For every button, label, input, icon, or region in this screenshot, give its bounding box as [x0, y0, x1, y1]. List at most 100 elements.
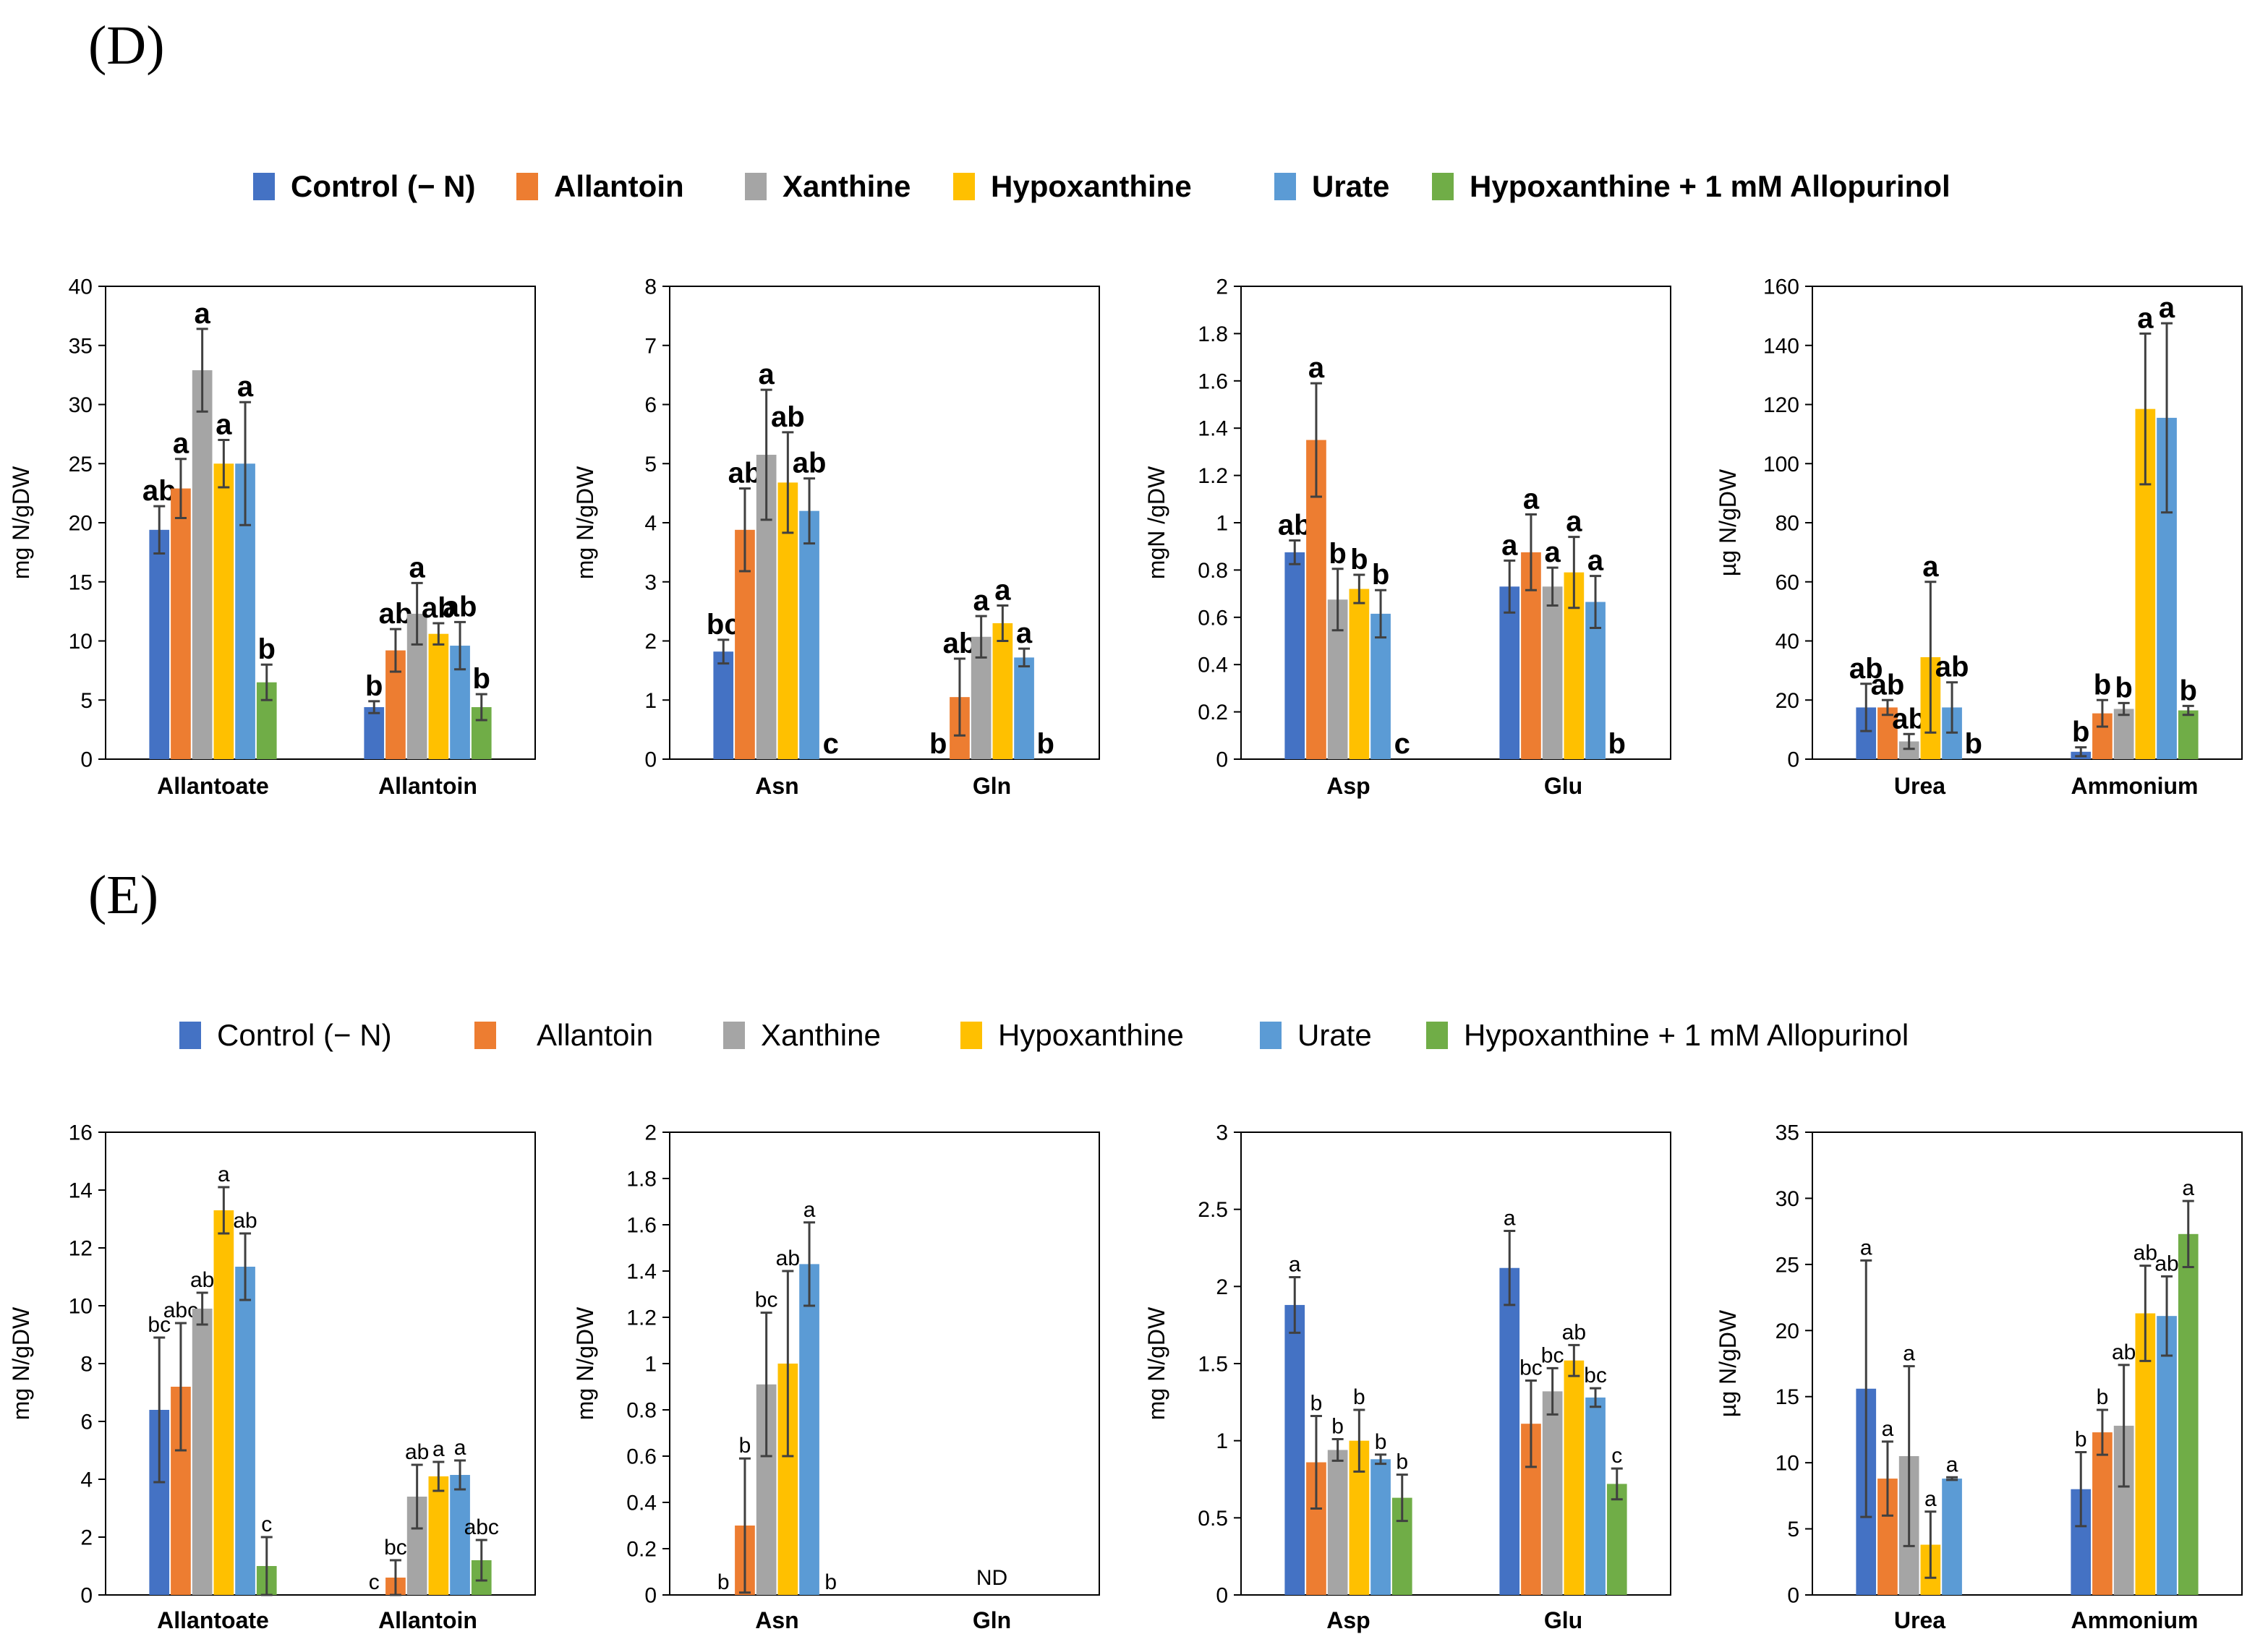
significance-letter: a	[1924, 1487, 1937, 1511]
significance-letter: a	[2182, 1176, 2194, 1200]
y-tick-label: 3	[1216, 1121, 1228, 1145]
significance-letter: a	[173, 428, 189, 460]
bar-urate-glu	[1585, 1397, 1606, 1595]
significance-letter: ab	[422, 592, 456, 624]
significance-letter: b	[1375, 1430, 1387, 1454]
y-tick-label: 40	[69, 275, 93, 299]
y-tick-label: 20	[1775, 689, 1799, 713]
legend-swatch-allantoin	[474, 1022, 496, 1049]
legend-swatch-xanthine	[723, 1022, 745, 1049]
y-tick-label: 0	[1216, 748, 1228, 772]
bar-xanthine-glu	[1542, 1391, 1563, 1595]
bar-control-n-asp	[1284, 552, 1305, 759]
legend-swatch-hypoxanthine	[953, 173, 975, 200]
significance-letter: a	[1501, 529, 1518, 561]
significance-letter: a	[1903, 1342, 1915, 1366]
x-category-label: Gln	[973, 773, 1011, 799]
significance-letter: ab	[1278, 510, 1312, 542]
y-axis-label: mg N/gDW	[1143, 1306, 1169, 1420]
y-tick-label: 1	[644, 689, 657, 713]
significance-letter: a	[1504, 1207, 1516, 1231]
significance-letter: b	[2097, 1385, 2109, 1409]
legend-item-xanthine: Xanthine	[745, 169, 911, 204]
y-tick-label: 3	[644, 570, 657, 594]
bar-xanthine-glu	[1542, 586, 1563, 759]
x-category-label: Glu	[1544, 1607, 1582, 1633]
significance-letter: bc	[1584, 1364, 1607, 1387]
significance-letter: a	[1566, 506, 1582, 538]
legend-swatch-control	[179, 1022, 201, 1049]
bar-urate-ammonium	[2157, 1316, 2177, 1595]
significance-letter: abc	[464, 1515, 499, 1539]
significance-letter: ab	[190, 1268, 214, 1292]
bar-hypoxanthine-asp	[1349, 589, 1370, 759]
x-category-label: Asn	[755, 773, 798, 799]
y-tick-label: 0.4	[626, 1492, 657, 1515]
significance-letter: ab	[2133, 1241, 2157, 1265]
y-axis-label: mgN /gDW	[1143, 466, 1169, 579]
y-axis-label: µg N/gDW	[1715, 1309, 1741, 1417]
y-tick-label: 20	[1775, 1319, 1799, 1343]
y-tick-label: 0	[80, 1584, 93, 1608]
significance-letter: ab	[776, 1246, 800, 1270]
significance-letter: b	[1608, 728, 1626, 760]
legend-label-urate: Urate	[1297, 1018, 1372, 1052]
significance-letter: a	[1289, 1253, 1301, 1277]
significance-letter: ab	[1849, 653, 1883, 685]
bar-urate-urea	[1942, 1479, 1962, 1595]
plot-frame	[669, 1131, 1100, 1596]
significance-letter: a	[1523, 484, 1540, 516]
y-tick-label: 4	[644, 512, 657, 536]
significance-letter: a	[1308, 352, 1325, 384]
significance-letter: a	[216, 409, 232, 441]
y-tick-label: 0	[1787, 748, 1799, 772]
significance-letter: b	[2115, 672, 2132, 703]
bar-control-n-glu	[1499, 586, 1520, 759]
x-category-label: Glu	[1544, 773, 1582, 799]
legend-item-control: Control (− N)	[179, 1018, 392, 1053]
bar-hypoxanthine-gln	[992, 623, 1013, 759]
y-tick-label: 6	[80, 1411, 93, 1434]
x-category-label: Allantoin	[378, 1607, 477, 1633]
bar-urate-allantoate	[235, 1267, 255, 1595]
x-category-label: Ammonium	[2071, 1607, 2199, 1633]
significance-letter: ab	[1892, 703, 1926, 735]
significance-letter: ab	[2154, 1252, 2178, 1275]
y-tick-label: 0.6	[626, 1445, 657, 1469]
y-tick-label: 0.6	[1198, 606, 1228, 630]
bar-xanthine-allantoate	[192, 370, 213, 759]
legend-swatch-hypoxanthine	[960, 1022, 982, 1049]
y-tick-label: 1.8	[626, 1168, 657, 1192]
y-tick-label: 2	[1216, 275, 1228, 299]
x-category-label: Allantoin	[378, 773, 477, 799]
y-tick-label: 10	[1775, 1452, 1799, 1476]
bar-xanthine-ammonium	[2113, 709, 2134, 759]
legend-label-allopurinol: Hypoxanthine + 1 mM Allopurinol	[1464, 1018, 1909, 1052]
y-tick-label: 15	[69, 570, 93, 594]
significance-letter: a	[1882, 1417, 1894, 1441]
significance-letter: b	[2072, 716, 2089, 748]
significance-letter: ab	[233, 1209, 257, 1233]
significance-letter: a	[973, 585, 990, 617]
x-category-label: Asp	[1326, 773, 1370, 799]
significance-letter: b	[1329, 538, 1346, 570]
y-tick-label: 2	[644, 1121, 657, 1145]
y-axis-label: mg N/gDW	[8, 466, 34, 579]
legend-swatch-allantoin	[516, 173, 538, 200]
legend-item-allantoin: Allantoin	[516, 169, 684, 204]
bar-control-n-allantoate	[149, 529, 170, 759]
y-axis-label: mg N/gDW	[572, 466, 598, 579]
y-axis-label: µg N/gDW	[1715, 469, 1741, 576]
y-tick-label: 2.5	[1198, 1198, 1228, 1222]
legend-label-urate: Urate	[1312, 169, 1390, 203]
y-tick-label: 1.5	[1198, 1353, 1228, 1377]
significance-letter: c	[1611, 1444, 1622, 1468]
legend-label-allopurinol: Hypoxanthine + 1 mM Allopurinol	[1470, 169, 1951, 203]
significance-letter: ab	[379, 598, 413, 630]
significance-letter: b	[2075, 1428, 2087, 1452]
